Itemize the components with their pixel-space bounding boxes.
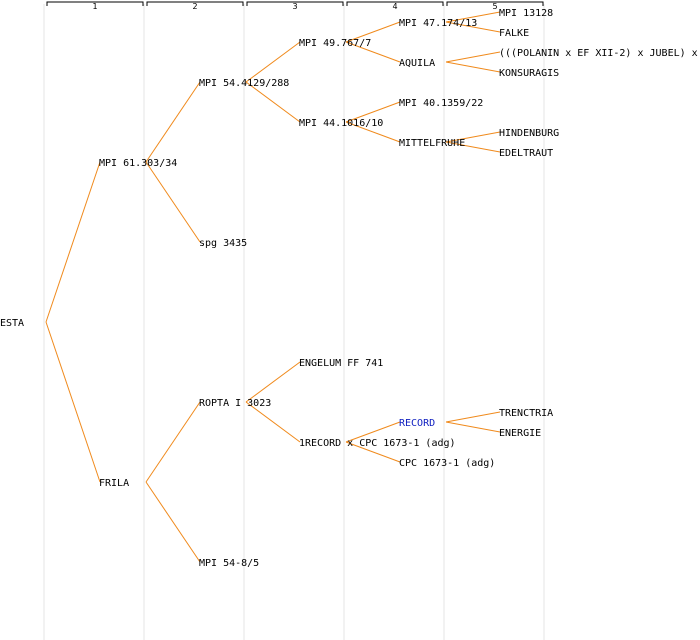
pedigree-node-mpi548[interactable]: MPI 54-8/5 xyxy=(199,558,259,569)
generation-bracket xyxy=(46,1,144,6)
tree-edge xyxy=(345,101,401,123)
pedigree-node-mpi40[interactable]: MPI 40.1359/22 xyxy=(399,98,483,109)
tree-edge xyxy=(145,81,201,163)
tree-edge xyxy=(445,411,501,423)
pedigree-node-trenctria[interactable]: TRENCTRIA xyxy=(499,408,553,419)
generation-number: 1 xyxy=(92,2,97,11)
tree-edge xyxy=(245,361,301,403)
tree-edge xyxy=(145,161,201,243)
tree-edge xyxy=(345,41,401,63)
pedigree-node-aquila[interactable]: AQUILA xyxy=(399,58,435,69)
pedigree-node-mittel[interactable]: MITTELFRUHE xyxy=(399,138,465,149)
pedigree-node-mpi13128[interactable]: MPI 13128 xyxy=(499,8,553,19)
tree-edge xyxy=(45,161,101,323)
pedigree-node-edeltraut[interactable]: EDELTRAUT xyxy=(499,148,553,159)
tree-edge xyxy=(245,81,301,123)
tree-edge xyxy=(445,21,501,33)
tree-edge xyxy=(445,61,501,73)
pedigree-node-mpi49[interactable]: MPI 49.767/7 xyxy=(299,38,371,49)
pedigree-node-ropta[interactable]: ROPTA I 3023 xyxy=(199,398,271,409)
tree-edge xyxy=(345,441,401,463)
generation-bracket xyxy=(146,1,244,6)
pedigree-node-mpi44[interactable]: MPI 44.1016/10 xyxy=(299,118,383,129)
pedigree-node-engelum[interactable]: ENGELUM FF 741 xyxy=(299,358,383,369)
generation-columns: 1 2 3 4 5 xyxy=(43,1,545,640)
pedigree-node-falke[interactable]: FALKE xyxy=(499,28,529,39)
tree-edge xyxy=(245,401,301,443)
tree-edge xyxy=(145,481,201,563)
tree-edge xyxy=(345,421,401,443)
generation-number: 3 xyxy=(292,2,297,11)
pedigree-node-mpi54[interactable]: MPI 54.4129/288 xyxy=(199,78,289,89)
pedigree-node-spg3435[interactable]: spg 3435 xyxy=(199,238,247,249)
generation-number: 4 xyxy=(392,2,397,11)
generation-number: 5 xyxy=(492,2,497,11)
generation-bracket xyxy=(346,1,444,6)
tree-edge xyxy=(345,21,401,43)
tree-edge xyxy=(445,131,501,143)
tree-edge xyxy=(45,321,101,483)
pedigree-node-esta[interactable]: ESTA xyxy=(0,318,24,329)
pedigree-node-mpi47[interactable]: MPI 47.174/13 xyxy=(399,18,477,29)
tree-labels: ESTA MPI 61.303/34 FRILA MPI 54.4129/288 spg… xyxy=(0,8,698,569)
generation-bracket xyxy=(446,1,544,6)
generation-bracket xyxy=(246,1,344,6)
tree-edge xyxy=(145,401,201,483)
pedigree-node-frila[interactable]: FRILA xyxy=(99,478,129,489)
pedigree-node-hindenburg[interactable]: HINDENBURG xyxy=(499,128,559,139)
tree-edge xyxy=(245,41,301,83)
pedigree-node-record1[interactable]: 1RECORD x CPC 1673-1 (adg) xyxy=(299,438,456,449)
generation-number: 2 xyxy=(192,2,197,11)
pedigree-node-mpi61[interactable]: MPI 61.303/34 xyxy=(99,158,177,169)
pedigree-node-record[interactable]: RECORD xyxy=(399,418,435,429)
tree-edge xyxy=(445,11,501,23)
pedigree-node-konsuragis[interactable]: KONSURAGIS xyxy=(499,68,559,79)
pedigree-node-cpc[interactable]: CPC 1673-1 (adg) xyxy=(399,458,495,469)
tree-edge xyxy=(445,51,501,63)
tree-edges xyxy=(45,11,501,563)
pedigree-node-energie[interactable]: ENERGIE xyxy=(499,428,541,439)
pedigree-node-polanin[interactable]: (((POLANIN x EF XII-2) x JUBEL) x xyxy=(499,48,698,59)
tree-edge xyxy=(445,421,501,433)
tree-edge xyxy=(445,141,501,153)
tree-edge xyxy=(345,121,401,143)
